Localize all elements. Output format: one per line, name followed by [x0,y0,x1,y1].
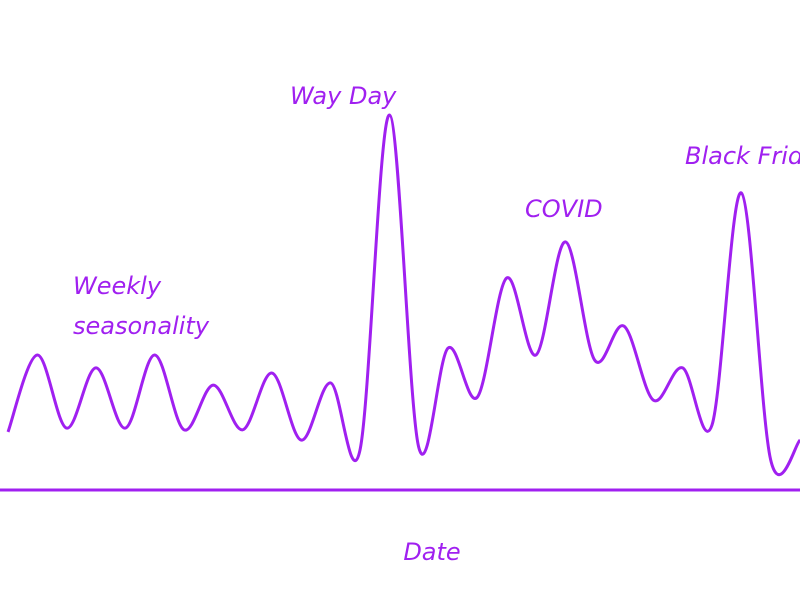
annotation: seasonality [73,312,210,340]
annotation: COVID [525,195,603,223]
annotation: Way Day [290,82,397,110]
annotation: Weekly [73,272,162,300]
annotation: Black Friday [685,142,800,170]
x-axis-label: Date [403,538,460,566]
line [6,113,800,477]
